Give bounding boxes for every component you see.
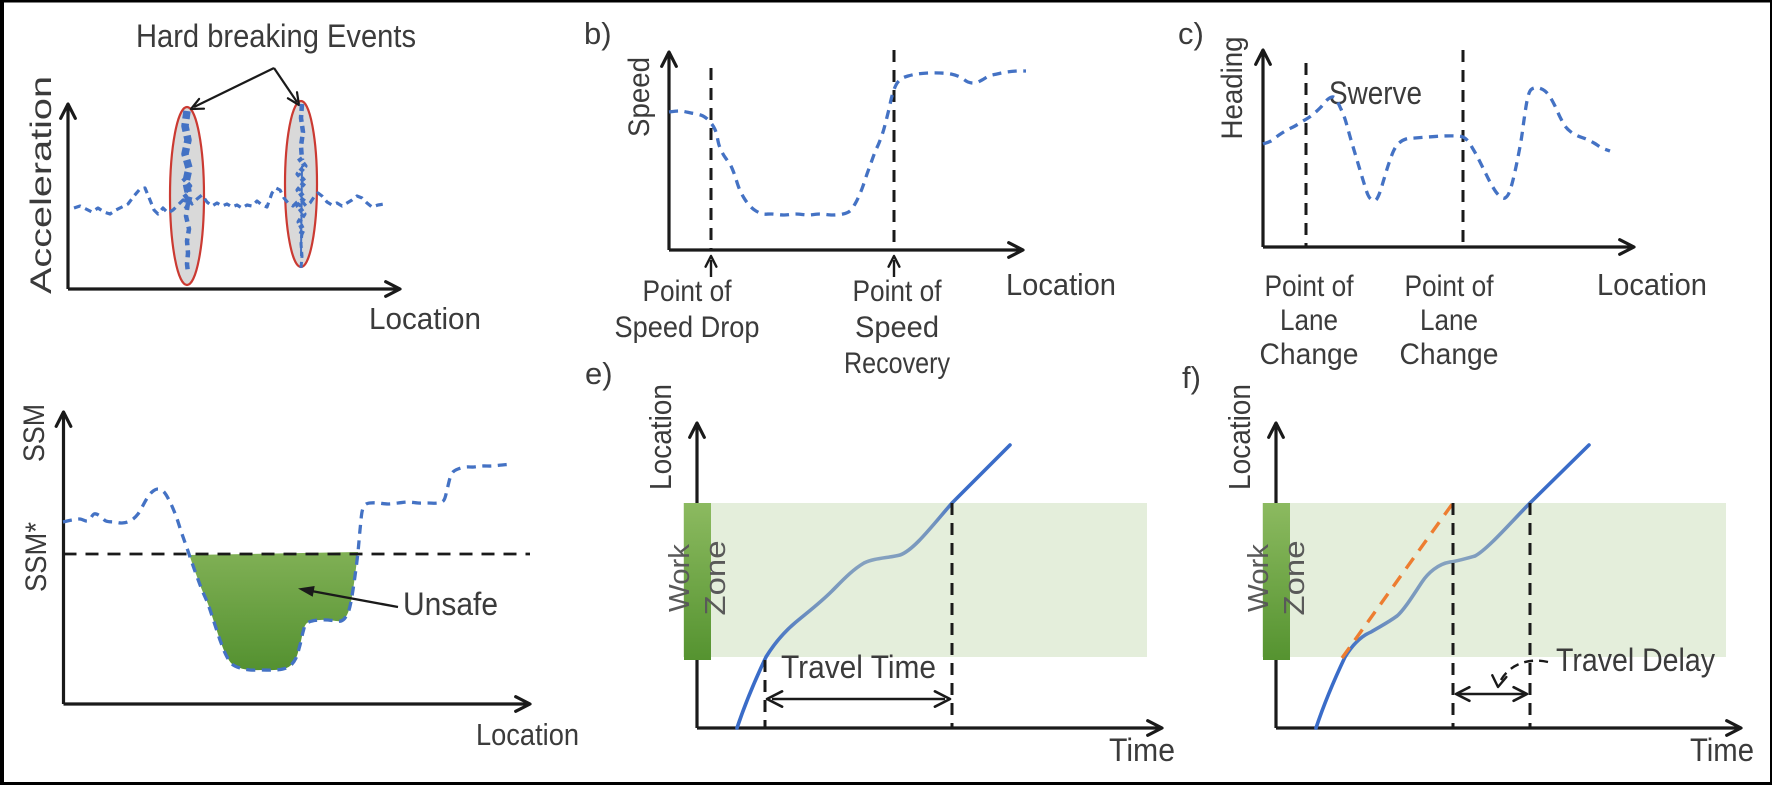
svg-text:Change: Change [1260, 338, 1359, 371]
svg-text:Zone: Zone [1279, 541, 1311, 616]
svg-text:Location: Location [643, 384, 678, 490]
svg-text:Location: Location [369, 301, 481, 336]
svg-text:Speed: Speed [855, 311, 939, 344]
svg-text:Swerve: Swerve [1329, 75, 1422, 111]
svg-text:Heading: Heading [1216, 37, 1249, 140]
svg-text:Point of: Point of [1265, 270, 1355, 303]
svg-text:Travel Delay: Travel Delay [1556, 642, 1715, 678]
svg-text:Time: Time [1690, 732, 1754, 768]
svg-text:Speed: Speed [623, 57, 656, 137]
svg-text:Recovery: Recovery [844, 347, 950, 380]
svg-text:f): f) [1182, 360, 1201, 395]
svg-text:Location: Location [1006, 267, 1116, 302]
svg-text:c): c) [1178, 16, 1204, 51]
svg-text:SSM*: SSM* [20, 522, 53, 592]
svg-text:Unsafe: Unsafe [403, 586, 498, 622]
svg-text:Time: Time [1109, 732, 1175, 768]
svg-text:Point of: Point of [853, 275, 943, 308]
svg-text:Location: Location [476, 717, 579, 752]
svg-text:Zone: Zone [700, 541, 732, 616]
svg-text:Work: Work [1243, 544, 1275, 612]
svg-text:Location: Location [1222, 384, 1257, 490]
svg-text:b): b) [584, 16, 612, 51]
svg-text:Speed Drop: Speed Drop [615, 311, 760, 344]
svg-text:Location: Location [1597, 267, 1707, 302]
svg-text:Travel Time: Travel Time [781, 649, 936, 685]
svg-text:Point of: Point of [1405, 270, 1495, 303]
svg-text:Acceleration: Acceleration [25, 76, 58, 294]
svg-text:Lane: Lane [1280, 304, 1338, 337]
svg-text:Work: Work [664, 544, 696, 612]
svg-text:Change: Change [1400, 338, 1499, 371]
svg-text:Point of: Point of [643, 275, 733, 308]
svg-text:SSM: SSM [18, 404, 51, 462]
svg-text:Lane: Lane [1420, 304, 1478, 337]
svg-text:Hard breaking Events: Hard breaking Events [136, 18, 416, 54]
svg-text:e): e) [585, 356, 613, 391]
